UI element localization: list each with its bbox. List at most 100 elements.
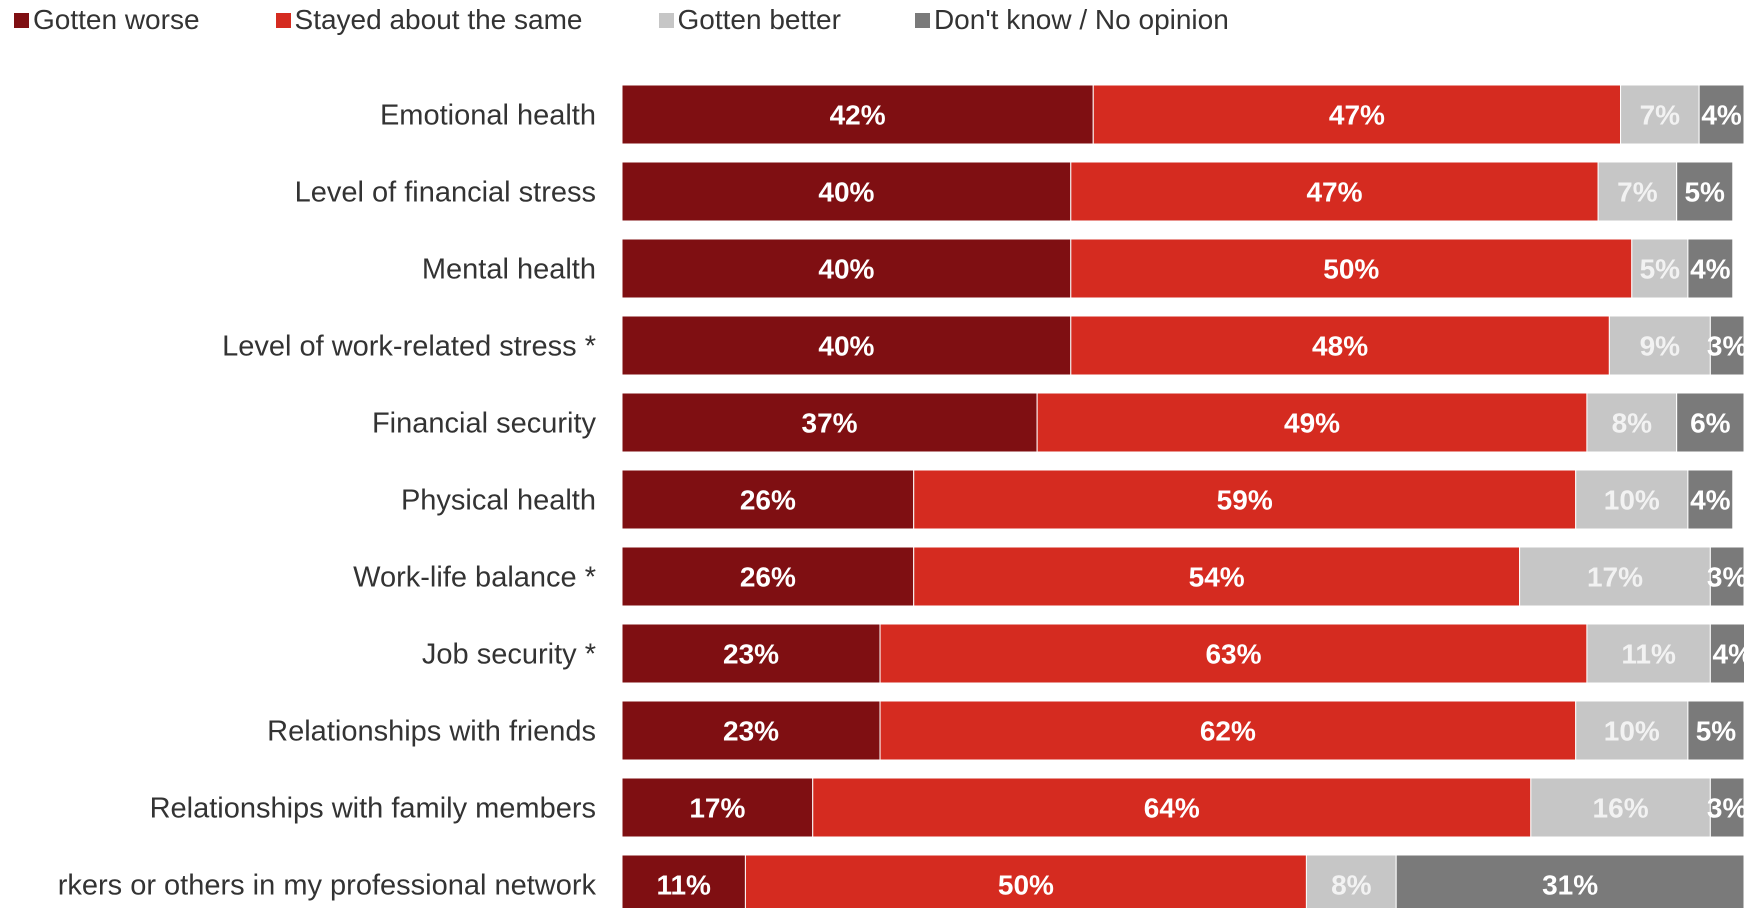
legend-swatch-gotten-better: [658, 12, 674, 28]
data-label: 37%: [802, 408, 858, 439]
bar-segment: [744, 854, 1307, 908]
category-label: Physical health: [401, 485, 596, 517]
legend-swatch-gotten-worse: [14, 12, 29, 28]
bar-segment: [1687, 700, 1744, 761]
bar-segment: [1070, 161, 1599, 222]
legend-label-gotten-better: Gotten better: [677, 4, 841, 35]
data-label: 11%: [1621, 639, 1676, 670]
data-label: 26%: [740, 562, 796, 593]
data-label: 4%: [1701, 100, 1742, 131]
bar-segment: [1709, 546, 1744, 607]
bar-segment: [621, 546, 915, 607]
data-label: 8%: [1612, 408, 1653, 439]
data-label: 7%: [1617, 177, 1658, 208]
legend-label-stayed-same: Stayed about the same: [294, 4, 583, 35]
category-label: Relationships with friends: [267, 716, 596, 748]
bar-segment: [1709, 777, 1744, 838]
data-label: 49%: [1284, 408, 1340, 439]
legend-item-stayed-same: Stayed about the same: [275, 4, 583, 36]
category-label: Level of financial stress: [295, 177, 596, 209]
bar-segment: [1036, 392, 1588, 453]
bar-segment: [1608, 315, 1711, 376]
data-label: 31%: [1542, 870, 1598, 901]
category-label: Financial security: [372, 408, 597, 440]
data-label: 47%: [1329, 100, 1385, 131]
bar-segment: [621, 854, 746, 908]
legend-swatch-stayed-same: [275, 12, 291, 28]
data-label: 5%: [1640, 254, 1681, 285]
data-label: 59%: [1217, 485, 1273, 516]
bar-segment: [621, 777, 814, 838]
bar-segment: [1092, 84, 1622, 145]
bar-segment: [1070, 238, 1633, 299]
legend-item-dont-know: Don't know / No opinion: [914, 4, 1229, 36]
data-label: 5%: [1684, 177, 1725, 208]
legend-label-dont-know: Don't know / No opinion: [933, 4, 1229, 35]
bar-segment: [621, 238, 1072, 299]
bar-segment: [1676, 392, 1744, 453]
data-label: 4%: [1713, 639, 1744, 670]
bar-segment: [621, 84, 1094, 145]
bar-segment: [1709, 623, 1744, 684]
bar-segment: [1597, 161, 1678, 222]
legend-item-gotten-worse: Gotten worse: [14, 4, 200, 36]
bar-segment: [1586, 623, 1711, 684]
legend-item-gotten-better: Gotten better: [658, 4, 841, 36]
data-label: 10%: [1604, 716, 1660, 747]
bar-segment: [879, 700, 1577, 761]
bar-segment: [1586, 392, 1678, 453]
bar-segment: [1575, 700, 1689, 761]
bar-segment: [1395, 854, 1744, 908]
data-label: 11%: [656, 870, 711, 901]
data-label: 8%: [1331, 870, 1372, 901]
data-label: 4%: [1690, 254, 1731, 285]
category-label: Relationships with family members: [150, 793, 596, 825]
bar-segment: [913, 546, 1521, 607]
bar-segment: [1070, 315, 1610, 376]
data-label: 6%: [1690, 408, 1731, 439]
data-label: 10%: [1604, 485, 1660, 516]
bar-segment: [1676, 161, 1734, 222]
bar-segment: [1620, 84, 1700, 145]
data-label: 3%: [1707, 793, 1744, 824]
bar-segment: [621, 700, 881, 761]
data-label: 64%: [1144, 793, 1200, 824]
legend-label-gotten-worse: Gotten worse: [33, 4, 200, 35]
data-label: 42%: [830, 100, 886, 131]
bar-segment: [621, 392, 1038, 453]
bar-segment: [1709, 315, 1744, 376]
chart-legend: Gotten worse Stayed about the same Gotte…: [14, 2, 1229, 38]
data-label: 47%: [1306, 177, 1362, 208]
bar-segment: [1698, 84, 1744, 145]
data-label: 17%: [689, 793, 745, 824]
data-label: 5%: [1696, 716, 1737, 747]
data-label: 40%: [818, 254, 874, 285]
bar-segment: [1687, 238, 1734, 299]
data-label: 62%: [1200, 716, 1256, 747]
category-label: Work-life balance *: [353, 562, 596, 594]
data-label: 48%: [1312, 331, 1368, 362]
bar-segment: [879, 623, 1588, 684]
data-label: 26%: [740, 485, 796, 516]
data-label: 23%: [723, 639, 779, 670]
bar-segment: [621, 161, 1072, 222]
category-label: Job security *: [422, 639, 596, 671]
bar-segment: [621, 469, 915, 530]
bar-segment: [621, 315, 1072, 376]
data-label: 40%: [818, 331, 874, 362]
bar-segment: [1575, 469, 1689, 530]
bar-segment: [621, 623, 881, 684]
category-label: rkers or others in my professional netwo…: [58, 870, 597, 902]
data-label: 50%: [1323, 254, 1379, 285]
data-label: 4%: [1690, 485, 1731, 516]
data-label: 7%: [1640, 100, 1681, 131]
category-label: Emotional health: [380, 100, 596, 132]
data-label: 50%: [998, 870, 1054, 901]
bar-segment: [812, 777, 1532, 838]
data-label: 17%: [1587, 562, 1643, 593]
data-label: 16%: [1593, 793, 1649, 824]
bar-segment: [913, 469, 1577, 530]
data-label: 3%: [1707, 562, 1744, 593]
bar-segment: [1687, 469, 1734, 530]
